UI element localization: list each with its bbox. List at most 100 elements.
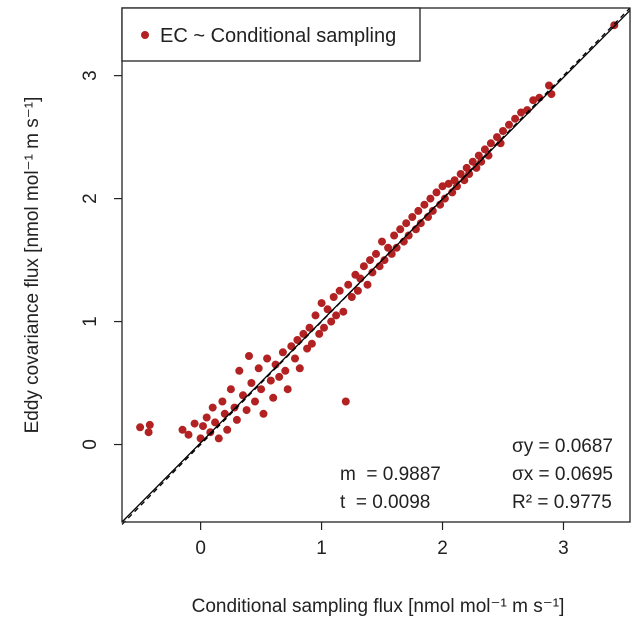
- data-point: [305, 323, 314, 332]
- data-point: [505, 120, 513, 129]
- data-point: [426, 194, 435, 203]
- data-point: [529, 96, 538, 105]
- data-point: [416, 219, 425, 228]
- data-point: [332, 311, 341, 320]
- data-point: [293, 336, 302, 344]
- data-point: [329, 293, 338, 301]
- legend: EC ~ Conditional sampling: [121, 7, 421, 62]
- data-point: [223, 425, 232, 434]
- data-point: [444, 179, 453, 188]
- data-point: [281, 366, 290, 375]
- data-point: [311, 311, 320, 320]
- data-point: [477, 157, 486, 166]
- data-point: [320, 323, 328, 332]
- data-point: [218, 397, 227, 406]
- data-point: [610, 21, 619, 30]
- data-point: [202, 413, 211, 422]
- data-point: [199, 422, 207, 431]
- data-point: [323, 305, 332, 314]
- data-point: [432, 188, 441, 197]
- data-point: [315, 329, 324, 338]
- one-to-one-line: [121, 7, 631, 525]
- r-squared-annotation: R² = 0.9775: [512, 492, 612, 513]
- data-point: [347, 293, 356, 301]
- data-point: [144, 428, 153, 437]
- x-tick-label: 2: [437, 538, 448, 559]
- data-point: [372, 249, 380, 258]
- data-point: [408, 213, 417, 221]
- data-point: [440, 194, 449, 203]
- data-point: [486, 139, 495, 148]
- data-point: [335, 286, 344, 295]
- legend-box: [121, 7, 421, 62]
- data-point: [266, 376, 275, 385]
- data-point: [226, 385, 235, 394]
- x-tick-label: 0: [195, 538, 206, 559]
- data-point: [368, 268, 377, 277]
- data-point: [259, 409, 268, 418]
- data-point: [291, 354, 299, 363]
- y-axis: 0 1 2 3: [80, 70, 122, 450]
- data-point: [359, 262, 368, 271]
- data-point: [341, 397, 350, 406]
- data-point: [484, 151, 493, 160]
- data-point: [456, 170, 465, 178]
- data-point: [196, 434, 205, 443]
- data-point: [178, 425, 187, 434]
- data-point: [496, 139, 505, 148]
- data-point: [366, 256, 374, 265]
- y-tick-label: 2: [80, 193, 101, 204]
- y-axis-title: Eddy covariance flux [nmol mol⁻¹ m s⁻¹]: [22, 97, 43, 434]
- x-tick-label: 3: [558, 538, 569, 559]
- data-point: [460, 176, 469, 185]
- data-point: [396, 225, 405, 234]
- data-point: [465, 170, 474, 178]
- sigma-x-annotation: σx = 0.0695: [512, 464, 613, 485]
- data-point: [271, 360, 280, 369]
- data-point: [380, 256, 389, 265]
- data-point: [468, 157, 477, 166]
- data-point: [251, 397, 259, 406]
- data-point: [232, 415, 241, 424]
- data-points: [136, 21, 619, 443]
- data-point: [275, 372, 284, 381]
- data-point: [242, 406, 251, 415]
- data-point: [450, 176, 459, 185]
- data-point: [283, 385, 292, 394]
- data-point: [269, 393, 278, 402]
- data-point: [235, 366, 244, 375]
- data-point: [190, 419, 199, 428]
- legend-marker: [141, 31, 149, 39]
- slope-annotation: m = 0.9887: [340, 464, 441, 485]
- data-point: [327, 317, 336, 326]
- data-point: [438, 182, 447, 191]
- y-tick-label: 3: [80, 70, 101, 81]
- x-axis: 0 1 2 3: [195, 522, 569, 559]
- data-point: [414, 206, 423, 215]
- fit-lines: [121, 7, 631, 525]
- data-point: [303, 344, 312, 353]
- data-point: [208, 403, 217, 412]
- data-point: [214, 434, 223, 443]
- data-point: [384, 243, 393, 252]
- data-point: [307, 339, 316, 348]
- data-point: [480, 145, 489, 154]
- data-point: [474, 151, 483, 160]
- x-axis-title: Conditional sampling flux [nmol mol⁻¹ m …: [192, 596, 565, 617]
- data-point: [257, 385, 266, 394]
- data-point: [295, 364, 304, 373]
- data-point: [254, 364, 263, 373]
- data-point: [278, 348, 287, 357]
- data-point: [472, 163, 481, 172]
- data-point: [136, 423, 145, 432]
- data-point: [493, 133, 501, 142]
- data-point: [363, 280, 372, 289]
- data-point: [287, 342, 296, 351]
- data-point: [392, 243, 401, 252]
- data-point: [230, 403, 239, 412]
- data-point: [211, 418, 220, 427]
- data-point: [499, 127, 507, 135]
- data-point: [402, 219, 411, 228]
- data-point: [247, 379, 256, 387]
